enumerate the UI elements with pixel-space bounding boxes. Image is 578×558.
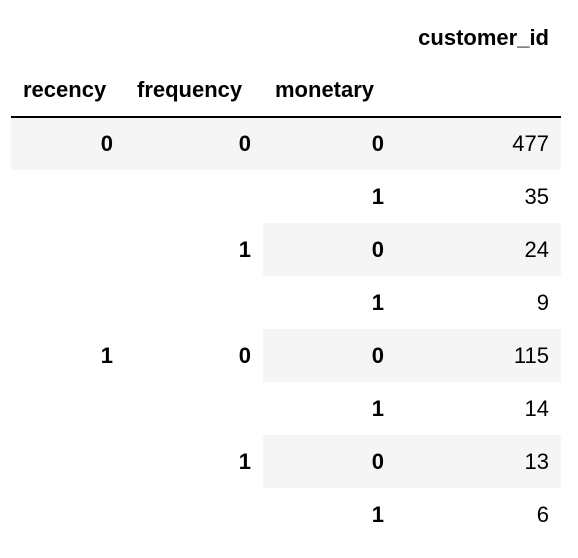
index-cell-recency [11,435,125,488]
index-cell-frequency: 1 [238,448,251,474]
table-row: 1 6 [11,488,561,541]
column-header-customer-id: customer_id [418,25,549,50]
index-cell-recency [11,382,125,435]
table-row: 1 9 [11,276,561,329]
value-cell-customer-id: 35 [524,183,549,209]
table-row: 1 35 [11,170,561,223]
index-cell-frequency [125,382,263,435]
header-row-values: customer_id [11,12,561,64]
index-cell-monetary: 1 [371,183,384,209]
index-cell-frequency [125,488,263,541]
index-cell-monetary: 1 [371,395,384,421]
table-row: 0 0 0 477 [11,117,561,170]
header-spacer [11,12,125,64]
index-cell-recency: 0 [11,117,125,170]
value-cell-customer-id: 477 [396,117,561,170]
index-name-frequency: frequency [137,77,243,102]
table-row: 1 0 13 [11,435,561,488]
table-row: 1 14 [11,382,561,435]
index-cell-recency [11,488,125,541]
index-cell-frequency: 1 [238,236,251,262]
grouped-dataframe-table: customer_id recency frequency monetary 0… [11,12,561,541]
table-row: 1 0 0 115 [11,329,561,382]
value-cell-customer-id: 6 [536,501,549,527]
header-spacer [125,12,263,64]
index-cell-frequency: 0 [125,117,263,170]
index-cell-monetary: 1 [371,289,384,315]
index-cell-monetary: 0 [263,435,396,488]
table-header: customer_id recency frequency monetary [11,12,561,117]
table-body: 0 0 0 477 1 35 1 0 24 1 9 1 0 [11,117,561,541]
table-row: 1 0 24 [11,223,561,276]
index-cell-frequency [125,276,263,329]
header-spacer [396,64,561,117]
index-cell-recency: 1 [100,342,113,368]
index-cell-recency [11,223,125,276]
index-cell-recency [11,170,125,223]
value-cell-customer-id: 13 [396,435,561,488]
index-cell-recency [11,276,125,329]
index-name-recency: recency [23,77,107,102]
index-cell-monetary: 0 [263,223,396,276]
index-cell-frequency [125,170,263,223]
value-cell-customer-id: 14 [524,395,549,421]
index-cell-monetary: 1 [371,501,384,527]
header-spacer [263,12,396,64]
value-cell-customer-id: 115 [396,329,561,382]
index-name-monetary: monetary [275,77,375,102]
index-cell-frequency: 0 [238,342,251,368]
index-cell-monetary: 0 [263,117,396,170]
value-cell-customer-id: 9 [536,289,549,315]
index-cell-monetary: 0 [263,329,396,382]
value-cell-customer-id: 24 [396,223,561,276]
header-row-index-names: recency frequency monetary [11,64,561,117]
